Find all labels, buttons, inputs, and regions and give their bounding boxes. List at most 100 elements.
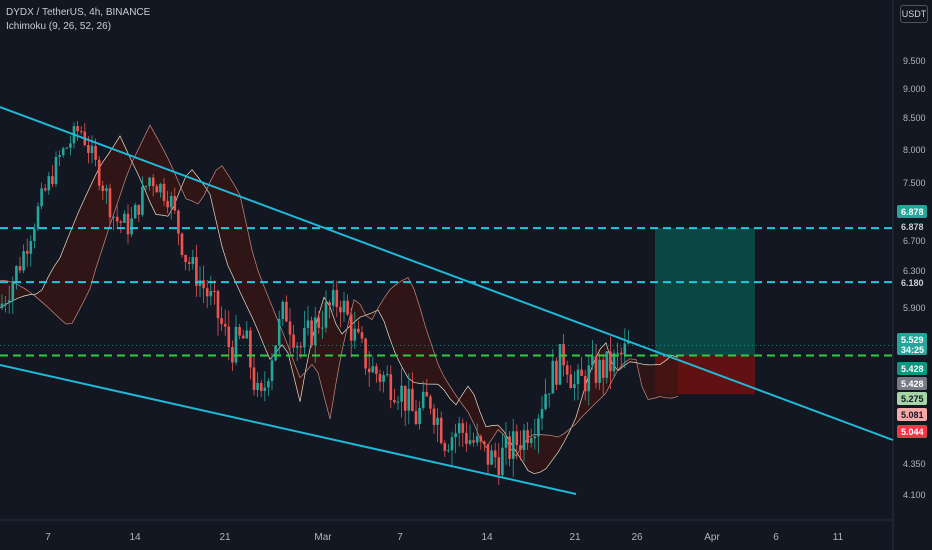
candle xyxy=(544,378,547,411)
cloud-span-b xyxy=(0,124,679,457)
candle xyxy=(97,155,101,191)
time-tick-label: Apr xyxy=(704,532,720,543)
candle xyxy=(191,249,195,270)
candle xyxy=(425,379,429,397)
candle xyxy=(382,371,385,393)
candle xyxy=(483,440,486,452)
candle xyxy=(447,444,450,453)
candle xyxy=(537,414,540,454)
candle xyxy=(475,423,479,447)
candle xyxy=(209,275,213,306)
candle xyxy=(303,310,306,355)
candle xyxy=(623,328,627,369)
candle xyxy=(371,356,375,374)
upper-trendline[interactable] xyxy=(0,106,894,441)
candle xyxy=(180,232,184,258)
candle xyxy=(558,343,562,386)
price-tag: 5.081 xyxy=(897,408,927,421)
svg-text:6.180: 6.180 xyxy=(901,278,924,288)
indicator-label[interactable]: Ichimoku (9, 26, 52, 26) xyxy=(6,21,112,32)
candle xyxy=(256,372,259,398)
time-tick-label: 6 xyxy=(773,532,779,543)
price-tick-label: 5.900 xyxy=(903,303,926,313)
price-tick-label: 9.500 xyxy=(903,56,926,66)
candle xyxy=(400,368,403,418)
candle xyxy=(4,295,7,313)
candle xyxy=(101,180,105,201)
candle xyxy=(263,371,267,402)
candle xyxy=(227,310,231,361)
candle xyxy=(288,308,292,350)
candle xyxy=(569,365,573,389)
candle xyxy=(587,354,591,406)
time-tick-label: 14 xyxy=(129,532,141,543)
candle xyxy=(166,191,169,214)
symbol-title[interactable]: DYDX / TetherUS, 4h, BINANCE xyxy=(6,7,151,18)
candle xyxy=(36,202,40,232)
candle xyxy=(335,280,339,318)
candle xyxy=(346,294,349,317)
candle xyxy=(522,424,526,462)
candle xyxy=(58,150,61,166)
candle xyxy=(411,372,414,412)
candle xyxy=(436,408,439,443)
candle xyxy=(609,336,612,390)
candle xyxy=(504,422,508,465)
candle xyxy=(339,300,342,328)
price-tag: 5.275 xyxy=(897,392,927,405)
candle xyxy=(619,347,623,370)
candle xyxy=(234,315,238,366)
candle xyxy=(51,165,54,188)
candle xyxy=(540,395,544,430)
candle xyxy=(281,300,285,327)
candle xyxy=(238,323,241,340)
candle xyxy=(313,306,317,363)
candle xyxy=(29,235,33,267)
svg-text:5.044: 5.044 xyxy=(901,427,924,437)
position-profit-zone[interactable] xyxy=(655,228,755,356)
candle xyxy=(324,290,328,333)
trendlines xyxy=(0,106,894,495)
candle xyxy=(375,363,378,383)
candle xyxy=(465,421,468,452)
candle xyxy=(511,418,515,478)
candle xyxy=(605,351,609,384)
candle xyxy=(393,388,396,405)
candle xyxy=(515,424,519,460)
price-tick-label: 7.500 xyxy=(903,178,926,188)
svg-text:5.275: 5.275 xyxy=(901,394,924,404)
candle xyxy=(576,364,580,401)
currency-button[interactable]: USDT xyxy=(900,5,928,23)
candle xyxy=(317,311,321,334)
candle xyxy=(25,238,29,267)
svg-text:5.081: 5.081 xyxy=(901,410,924,420)
time-tick-label: 7 xyxy=(45,532,51,543)
candle xyxy=(461,418,465,447)
candle xyxy=(220,306,223,331)
candle xyxy=(450,431,454,466)
time-tick-label: 11 xyxy=(833,532,844,543)
candle xyxy=(353,311,357,349)
candle xyxy=(141,176,144,217)
candle xyxy=(69,135,72,156)
price-tick-label: 6.300 xyxy=(903,266,926,276)
price-tag: 5.428 xyxy=(897,377,927,390)
candle xyxy=(529,428,533,448)
candle xyxy=(148,176,151,191)
candle xyxy=(493,442,497,469)
svg-text:5.529: 5.529 xyxy=(901,335,924,345)
price-tag: 6.878 xyxy=(897,220,927,233)
lower-trendline[interactable] xyxy=(0,364,577,495)
chart-legend: DYDX / TetherUS, 4h, BINANCE Ichimoku (9… xyxy=(6,6,150,34)
candle xyxy=(547,393,551,408)
candle xyxy=(457,416,461,447)
candle xyxy=(177,209,180,246)
price-tick-label: 9.000 xyxy=(903,84,926,94)
candle xyxy=(594,343,598,389)
time-tick-label: 14 xyxy=(481,532,493,543)
candle xyxy=(367,350,371,387)
candle xyxy=(378,369,382,392)
candle xyxy=(555,357,558,391)
